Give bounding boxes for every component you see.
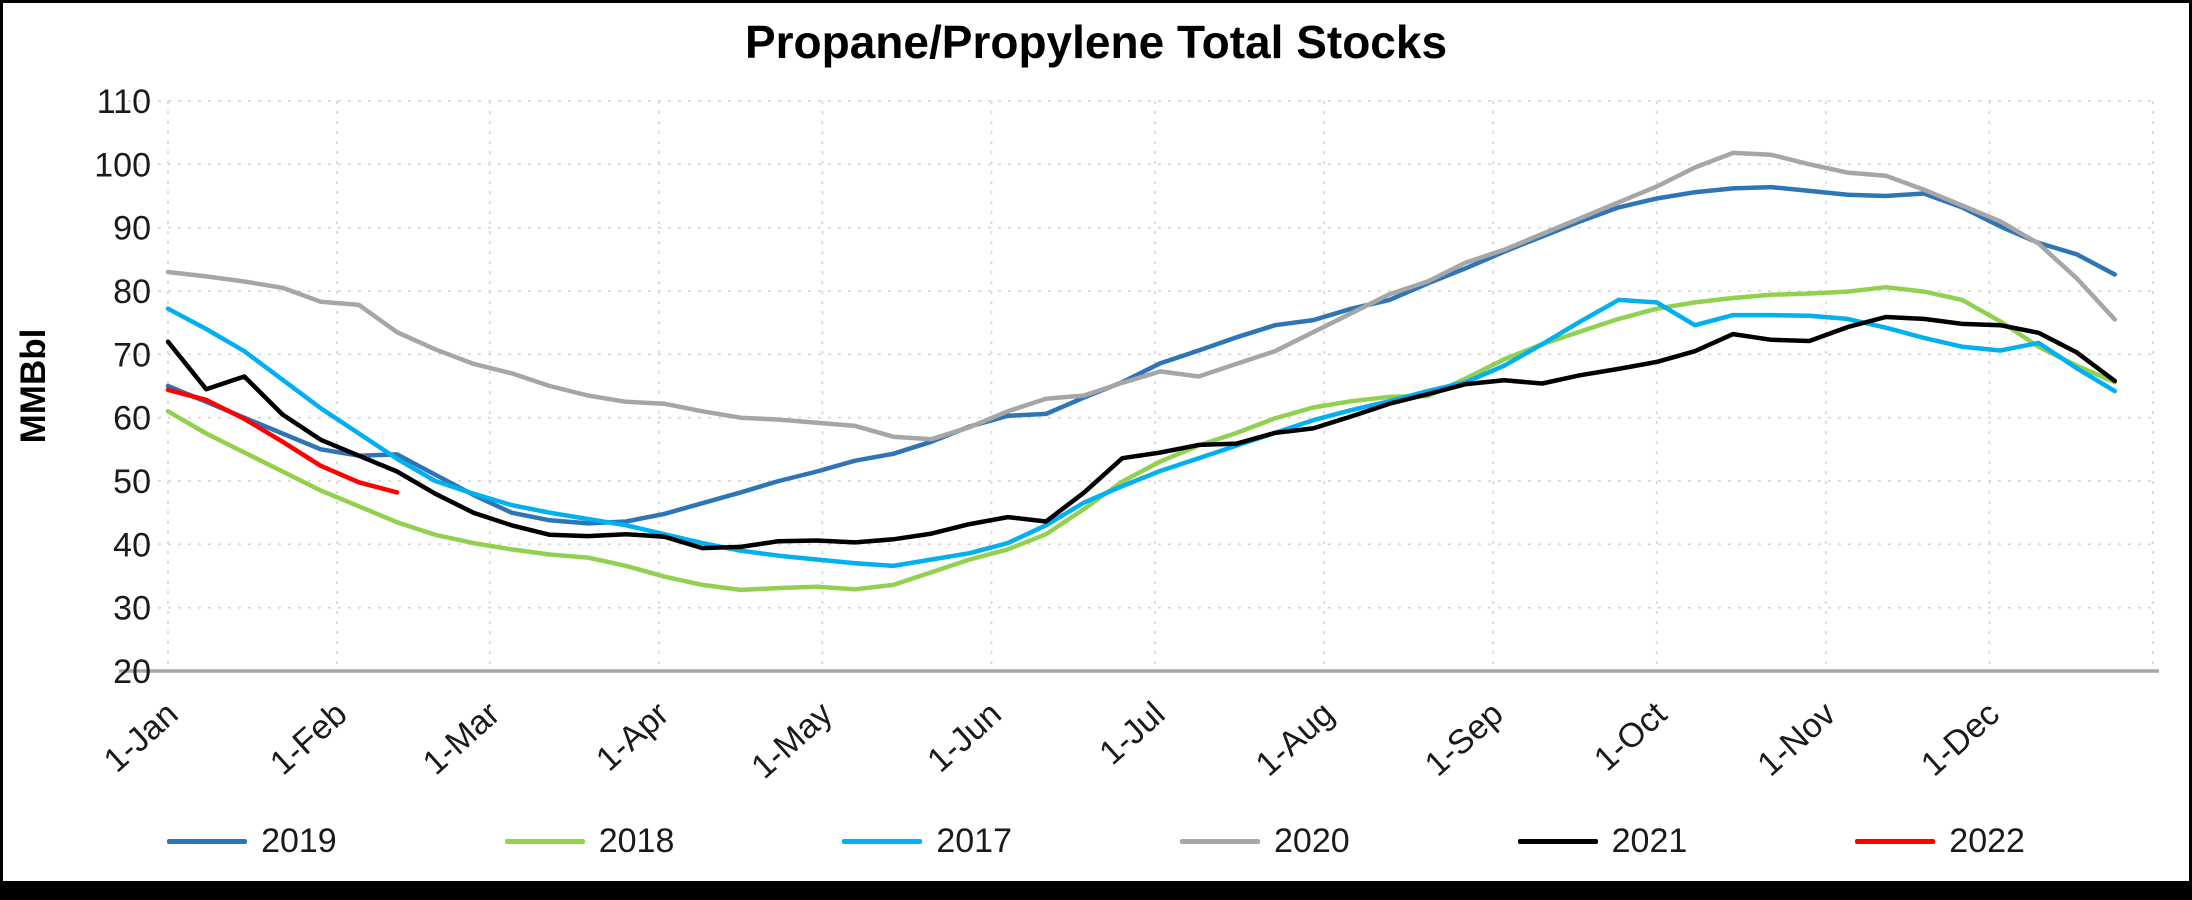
x-axis-tick-label: 1-Jan <box>97 695 186 780</box>
legend-label-2017: 2017 <box>936 821 1012 860</box>
gridlines <box>128 100 2154 671</box>
series-line-2021 <box>165 314 2118 551</box>
x-axis-tick-label: 1-Sep <box>1418 695 1511 784</box>
x-axis-tick-label: 1-Jun <box>920 695 1009 780</box>
y-axis-tick-label: 30 <box>113 590 151 628</box>
y-axis-tick-label: 20 <box>113 653 151 691</box>
series-line-2017 <box>165 297 2118 569</box>
x-axis-tick-label: 1-Nov <box>1750 695 1843 784</box>
series-line-2022 <box>165 387 400 495</box>
line-chart: 20 30 40 50 60 70 80 90 100 110 1-Jan 1-Feb 1-Mar 1-A… <box>14 83 2159 786</box>
y-axis-title: MMBbl <box>14 329 53 444</box>
legend-item-2021: 2021 <box>1517 821 1688 861</box>
legend-line-sample-2019 <box>167 838 248 844</box>
y-axis-tick-label: 40 <box>113 526 151 564</box>
y-axis-tick-label: 80 <box>113 273 151 311</box>
series-lines <box>165 150 2118 593</box>
legend-label-2018: 2018 <box>598 821 675 860</box>
x-axis-tick-label: 1-May <box>744 695 840 786</box>
x-axis-tick-label: 1-Oct <box>1587 694 1675 778</box>
y-axis-tick-label: 60 <box>113 400 151 438</box>
legend-label-2020: 2020 <box>1274 821 1350 860</box>
legend-line-sample-2021 <box>1517 838 1598 844</box>
y-axis-tick-label: 90 <box>113 210 151 248</box>
legend-label-2022: 2022 <box>1949 821 2025 860</box>
x-axis-tick-label: 1-Feb <box>263 695 354 783</box>
series-line-2020 <box>165 150 2118 442</box>
y-axis-tick-label: 50 <box>113 463 151 501</box>
x-axis-tick-label: 1-Jul <box>1092 695 1172 773</box>
y-axis-tick-label: 70 <box>113 336 151 374</box>
legend-item-2018: 2018 <box>504 821 675 861</box>
legend-label-2019: 2019 <box>261 821 337 860</box>
series-line-2018 <box>165 284 2118 593</box>
x-axis-tick-label: 1-Apr <box>589 695 676 779</box>
legend-line-sample-2017 <box>842 838 923 844</box>
bottom-bar <box>3 881 2189 897</box>
legend-line-sample-2022 <box>1855 838 1936 844</box>
legend-item-2017: 2017 <box>842 822 1012 861</box>
x-axis-tick-label: 1-Dec <box>1914 695 2007 784</box>
chart-title: Propane/Propylene Total Stocks <box>744 16 1448 68</box>
legend-line-sample-2020 <box>1180 838 1260 844</box>
series-line-2019 <box>165 184 2118 526</box>
x-axis-tick-label: 1-Aug <box>1249 695 1342 784</box>
y-axis-tick-label: 100 <box>94 146 151 184</box>
chart-legend: 2019 2018 2017 2020 2021 2022 <box>3 815 2189 867</box>
legend-label-2021: 2021 <box>1611 821 1688 860</box>
y-axis-tick-label: 110 <box>97 83 151 121</box>
legend-item-2019: 2019 <box>167 822 337 861</box>
legend-line-sample-2018 <box>504 838 585 844</box>
legend-item-2022: 2022 <box>1855 822 2025 861</box>
legend-item-2020: 2020 <box>1180 822 1350 861</box>
x-axis-tick-label: 1-Mar <box>416 695 507 783</box>
